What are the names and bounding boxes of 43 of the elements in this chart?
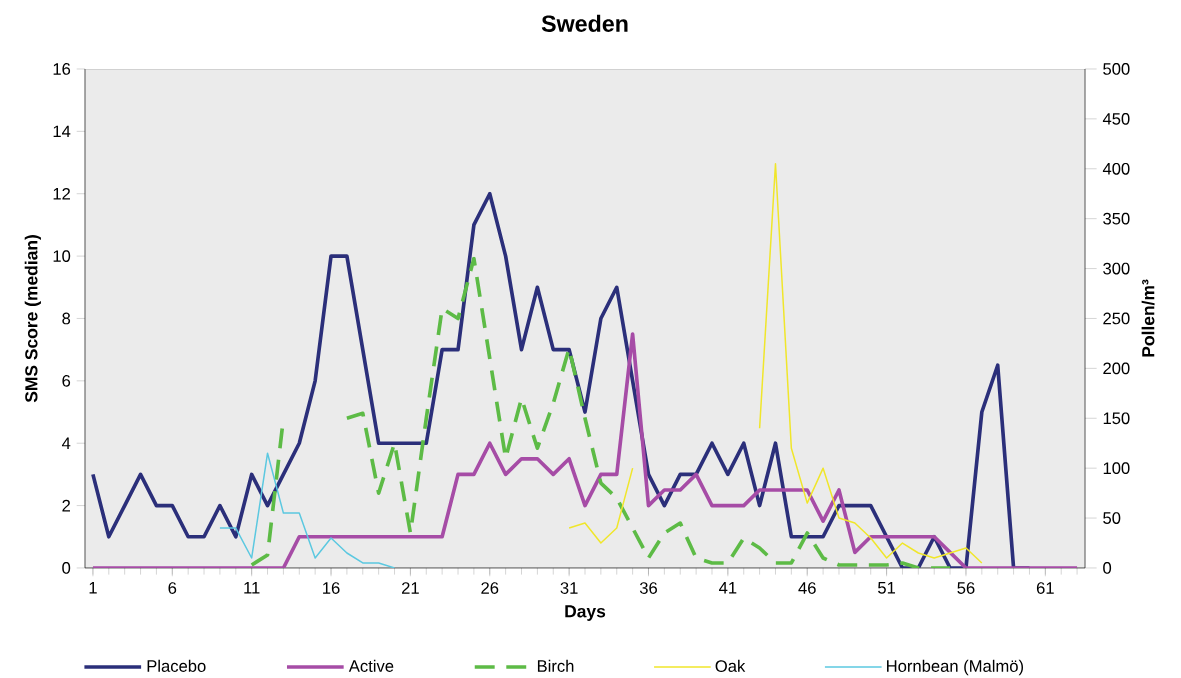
x-tick-label: 11 xyxy=(244,582,260,594)
y-tick-label: 16 xyxy=(53,63,71,75)
y2-tick-label: 250 xyxy=(1103,312,1130,325)
y-tick-label: 0 xyxy=(62,562,71,574)
y2-tick-label: 500 xyxy=(1103,63,1130,75)
legend-label: Active xyxy=(348,659,394,672)
y-tick-label: 2 xyxy=(62,499,70,512)
legend-label: Oak xyxy=(715,659,746,672)
x-tick-label: 61 xyxy=(1036,582,1054,594)
y2-tick-label: 200 xyxy=(1103,362,1130,375)
y2-tick-label: 0 xyxy=(1103,562,1112,574)
y-axis-title: SMS Score (median) xyxy=(24,235,41,403)
x-tick-label: 51 xyxy=(878,582,896,594)
y2-tick-label: 150 xyxy=(1103,412,1130,425)
y-tick-label: 14 xyxy=(53,125,71,138)
y2-tick-label: 400 xyxy=(1102,162,1130,175)
x-tick-label: 16 xyxy=(323,582,340,594)
y2-tick-label: 100 xyxy=(1103,462,1130,475)
x-tick-label: 56 xyxy=(957,582,975,594)
x-tick-label: 26 xyxy=(481,582,499,594)
legend-label: Birch xyxy=(537,659,574,672)
x-tick-label: 36 xyxy=(639,582,658,594)
y-tick-label: 12 xyxy=(53,187,70,200)
x-tick-label: 6 xyxy=(168,582,177,594)
y2-tick-label: 50 xyxy=(1103,512,1121,524)
line-series xyxy=(219,452,396,568)
y2-tick-label: 450 xyxy=(1102,113,1130,125)
legend-label: Placebo xyxy=(147,659,206,672)
x-tick-label: 1 xyxy=(89,582,97,594)
y-tick-label: 4 xyxy=(61,437,71,449)
y2-tick-label: 350 xyxy=(1103,212,1130,225)
y-tick-label: 10 xyxy=(53,250,71,262)
y-tick-label: 6 xyxy=(62,374,71,387)
x-tick-label: 31 xyxy=(560,582,578,594)
x-tick-label: 46 xyxy=(798,582,816,594)
y-tick-label: 8 xyxy=(62,312,71,325)
x-tick-label: 41 xyxy=(719,582,737,594)
x-axis-title: Days xyxy=(565,605,606,621)
chart-title: Sweden xyxy=(541,14,628,32)
y2-axis-title: Pollen/m³ xyxy=(1141,279,1155,357)
x-tick-label: 21 xyxy=(401,582,419,594)
y2-tick-label: 300 xyxy=(1103,262,1130,275)
legend-label: Hornbean (Malmö) xyxy=(887,659,1024,676)
